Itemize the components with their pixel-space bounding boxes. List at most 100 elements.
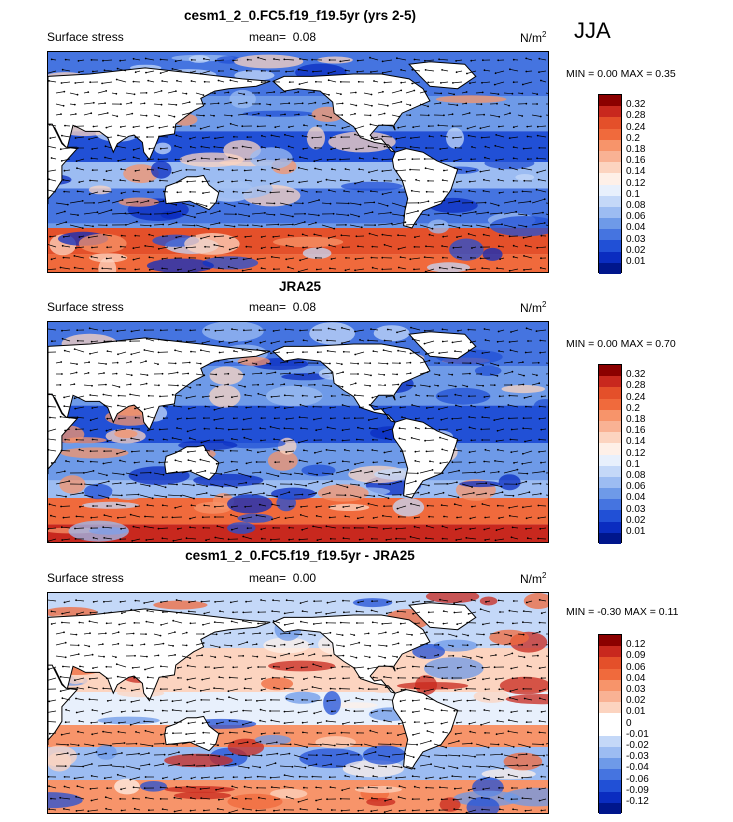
stress-vector [342, 428, 351, 431]
stress-vector-head [215, 462, 218, 465]
stress-vector-head [48, 775, 50, 778]
stress-vector [202, 395, 211, 398]
stress-vector [97, 102, 106, 105]
stress-vector [131, 351, 141, 355]
stress-vector-head [313, 653, 316, 655]
stress-vector-head [289, 460, 291, 463]
stress-vector-head [359, 496, 362, 499]
stress-vector-head [404, 752, 407, 755]
stress-vector-head [437, 395, 440, 398]
stress-vector [60, 797, 71, 800]
stress-vector-head [188, 361, 191, 364]
stress-vector-head [185, 644, 188, 647]
stress-vector [274, 438, 281, 441]
stress-vector-head [341, 404, 344, 406]
stress-vector [503, 371, 513, 375]
stress-vector [216, 721, 225, 724]
stress-vector-head [228, 676, 231, 679]
stress-vector-head [382, 407, 385, 410]
stress-vector [195, 654, 203, 657]
stress-vector-head [497, 178, 500, 181]
field-patch [229, 89, 256, 109]
stress-vector-head [242, 418, 245, 421]
stress-vector-head [63, 776, 66, 778]
stress-vector-head [61, 329, 63, 332]
field-patch [454, 419, 488, 429]
stress-vector [349, 213, 360, 217]
stress-vector [454, 167, 463, 171]
stress-vector-head [316, 732, 319, 734]
stress-vector-head [243, 373, 246, 376]
stress-vector [455, 405, 463, 408]
stress-vector [531, 631, 540, 635]
stress-vector [229, 157, 239, 160]
stress-vector-head [313, 115, 316, 118]
stress-vector-head [303, 786, 305, 789]
stress-vector-head [48, 732, 51, 735]
stress-vector-head [543, 222, 546, 224]
stress-vector-head [299, 403, 302, 406]
stress-vector [186, 246, 197, 249]
field-patch [249, 147, 293, 170]
stress-vector-head [395, 537, 397, 540]
stress-vector-head [372, 676, 375, 679]
stress-vector-head [186, 701, 189, 704]
stress-vector-head [102, 329, 105, 332]
stress-vector-head [538, 731, 541, 734]
stress-vector [321, 492, 330, 496]
stress-vector-head [414, 480, 417, 483]
stress-vector-head [333, 227, 336, 230]
stress-vector [545, 362, 548, 364]
stress-vector-head [283, 643, 286, 646]
stress-vector-head [425, 190, 428, 193]
stress-vector-head [383, 339, 386, 342]
stress-vector [312, 136, 323, 139]
stress-vector [398, 350, 407, 353]
stress-vector-head [535, 188, 538, 191]
stress-vector-head [190, 504, 193, 507]
stress-vector-head [158, 384, 160, 387]
stress-vector [272, 610, 281, 613]
stress-vector-head [353, 394, 356, 396]
stress-vector-head [409, 104, 412, 107]
stress-vector [466, 537, 477, 540]
stress-vector-head [90, 721, 93, 724]
stress-vector [483, 179, 491, 182]
stress-vector [237, 384, 246, 388]
stress-vector [209, 743, 219, 746]
stress-vector-head [147, 79, 150, 82]
stress-vector [356, 147, 365, 150]
map-canvas [48, 322, 548, 542]
stress-vector-head [516, 764, 519, 766]
stress-vector-head [215, 427, 218, 430]
stress-vector [50, 136, 57, 139]
stress-vector-head [248, 755, 251, 757]
stress-vector [92, 147, 99, 150]
stress-vector-head [157, 338, 160, 341]
stress-vector [538, 516, 547, 519]
stress-vector [526, 327, 533, 331]
stress-vector-head [537, 361, 540, 364]
stress-vector [293, 743, 308, 748]
stress-vector-head [131, 450, 133, 453]
stress-vector-head [289, 372, 291, 375]
stress-vector [245, 340, 253, 344]
stress-vector [349, 743, 362, 746]
stress-vector [475, 384, 484, 387]
stress-vector-head [512, 157, 515, 160]
stress-vector-head [175, 204, 178, 206]
field-patch [323, 691, 341, 715]
stress-vector [522, 167, 533, 171]
stress-vector-head [467, 634, 469, 637]
stress-vector-head [228, 342, 231, 344]
stress-vector [484, 527, 491, 530]
stress-vector [118, 731, 127, 734]
stress-vector-head [90, 112, 93, 115]
stress-vector [321, 632, 331, 635]
field-patch [499, 676, 548, 695]
field-patch [328, 503, 370, 511]
stress-vector-head [130, 330, 133, 333]
stress-vector [482, 267, 491, 270]
stress-vector-head [217, 102, 220, 105]
stress-vector-head [409, 352, 412, 355]
